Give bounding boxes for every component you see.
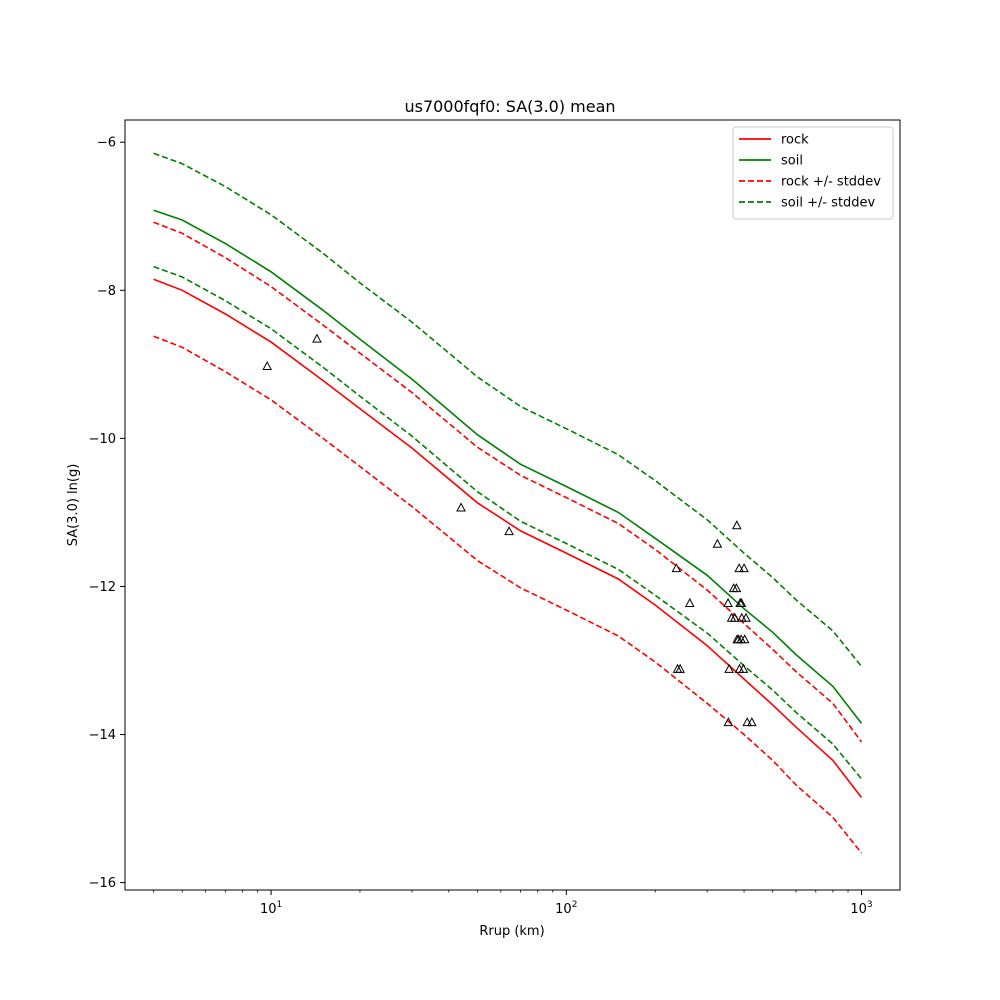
- observation-marker-10: [723, 717, 734, 727]
- x-axis: 101 102 103: [153, 890, 873, 917]
- chart-title: us7000fqf0: SA(3.0) mean: [404, 97, 615, 116]
- observation-marker-2: [456, 502, 466, 512]
- x-axis-label: Rrup (km): [479, 924, 544, 939]
- observation-marker-23: [736, 597, 747, 607]
- observation-marker-14: [729, 612, 740, 622]
- observation-marker-28: [741, 612, 751, 622]
- legend-label-2: rock +/- stddev: [781, 175, 881, 190]
- plot-lines: [153, 152, 863, 854]
- y-tick-label-4: −14: [89, 728, 116, 743]
- series-line-1: [153, 209, 863, 724]
- observation-marker-16: [731, 520, 742, 530]
- observation-marker-8: [712, 538, 723, 548]
- observation-marker-19: [734, 563, 744, 573]
- observation-marker-30: [746, 717, 757, 727]
- observation-marker-3: [504, 526, 514, 536]
- series-line-4: [153, 152, 863, 667]
- observation-marker-4: [671, 563, 682, 573]
- plot-markers: [262, 333, 757, 727]
- y-tick-label-1: −8: [97, 284, 116, 299]
- y-tick-label-3: −12: [89, 580, 116, 595]
- y-tick-label-2: −10: [89, 432, 116, 447]
- observation-marker-26: [739, 563, 749, 573]
- x-tick-label-2: 103: [850, 900, 872, 917]
- observation-marker-6: [675, 663, 685, 673]
- plot-frame: [124, 119, 901, 891]
- series-line-2: [153, 221, 863, 743]
- x-tick-label-1: 102: [555, 900, 577, 917]
- series-line-0: [153, 278, 863, 798]
- legend-label-1: soil: [781, 154, 803, 169]
- observation-marker-27: [739, 634, 750, 644]
- series-line-3: [153, 335, 863, 854]
- legend-box: [732, 126, 894, 220]
- legend: rock soil rock +/- stddev soil +/- stddev: [732, 126, 894, 220]
- observation-marker-1: [312, 333, 322, 343]
- x-tick-label-0: 101: [260, 900, 282, 917]
- observation-marker-25: [738, 663, 749, 673]
- legend-label-0: rock: [781, 133, 809, 148]
- legend-label-3: soil +/- stddev: [781, 196, 876, 211]
- y-axis-label: SA(3.0) ln(g): [66, 464, 81, 547]
- observation-marker-0: [262, 360, 273, 371]
- y-axis: −6 −8 −10 −12 −14 −16: [89, 136, 125, 891]
- observation-marker-9: [723, 597, 733, 607]
- y-tick-label-5: −16: [89, 876, 116, 891]
- observation-marker-7: [684, 597, 695, 607]
- y-tick-label-0: −6: [97, 136, 116, 151]
- observation-marker-29: [742, 717, 753, 727]
- observation-marker-15: [731, 583, 742, 593]
- observation-marker-11: [724, 663, 734, 673]
- series-line-5: [153, 265, 863, 780]
